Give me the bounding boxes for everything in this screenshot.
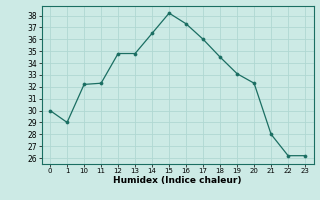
X-axis label: Humidex (Indice chaleur): Humidex (Indice chaleur) bbox=[113, 176, 242, 185]
